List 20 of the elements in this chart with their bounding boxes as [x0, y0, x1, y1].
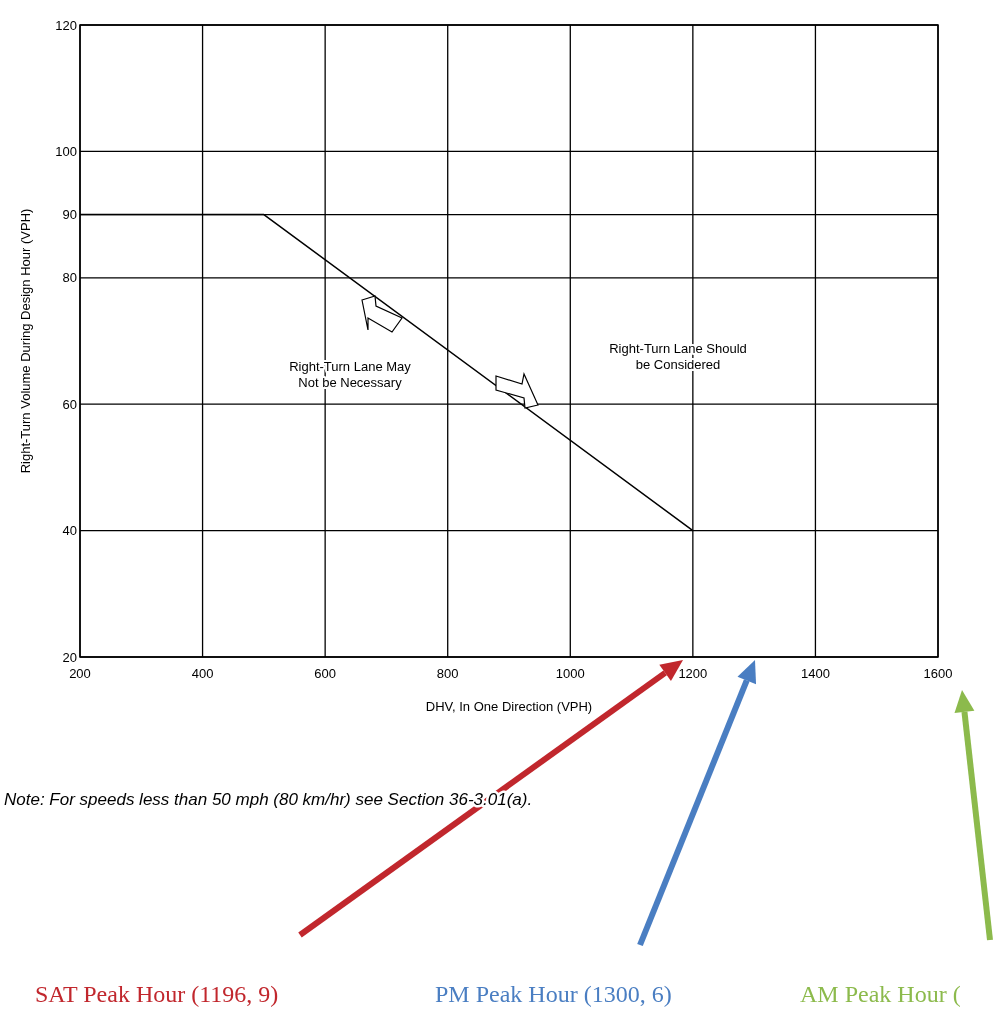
y-tick-label: 120	[55, 17, 77, 33]
x-tick-label: 1600	[923, 666, 953, 681]
y-tick-label: 80	[62, 270, 77, 286]
text: PM Peak Hour (1300, 6)	[435, 981, 672, 1007]
x-tick-label: 800	[436, 666, 459, 681]
x-tick-label: 200	[69, 666, 91, 681]
y-tick-label: 100	[55, 143, 77, 159]
text: AM Peak Hour (	[800, 981, 961, 1007]
y-tick-label: 60	[62, 396, 77, 412]
y-axis-title: Right-Turn Volume During Design Hour (VPH)	[18, 208, 33, 474]
y-tick-label: 90	[62, 207, 77, 223]
x-tick-label: 1400	[800, 666, 830, 681]
y-tick-label: 20	[62, 649, 77, 665]
x-tick-label: 1000	[555, 666, 585, 681]
text: SAT Peak Hour (1196, 9)	[35, 981, 279, 1007]
x-tick-label: 1200	[678, 666, 708, 681]
x-tick-label: 400	[191, 666, 214, 681]
x-axis-title: DHV, In One Direction (VPH)	[425, 699, 593, 714]
y-tick-label: 40	[62, 523, 77, 539]
x-tick-label: 600	[314, 666, 336, 681]
